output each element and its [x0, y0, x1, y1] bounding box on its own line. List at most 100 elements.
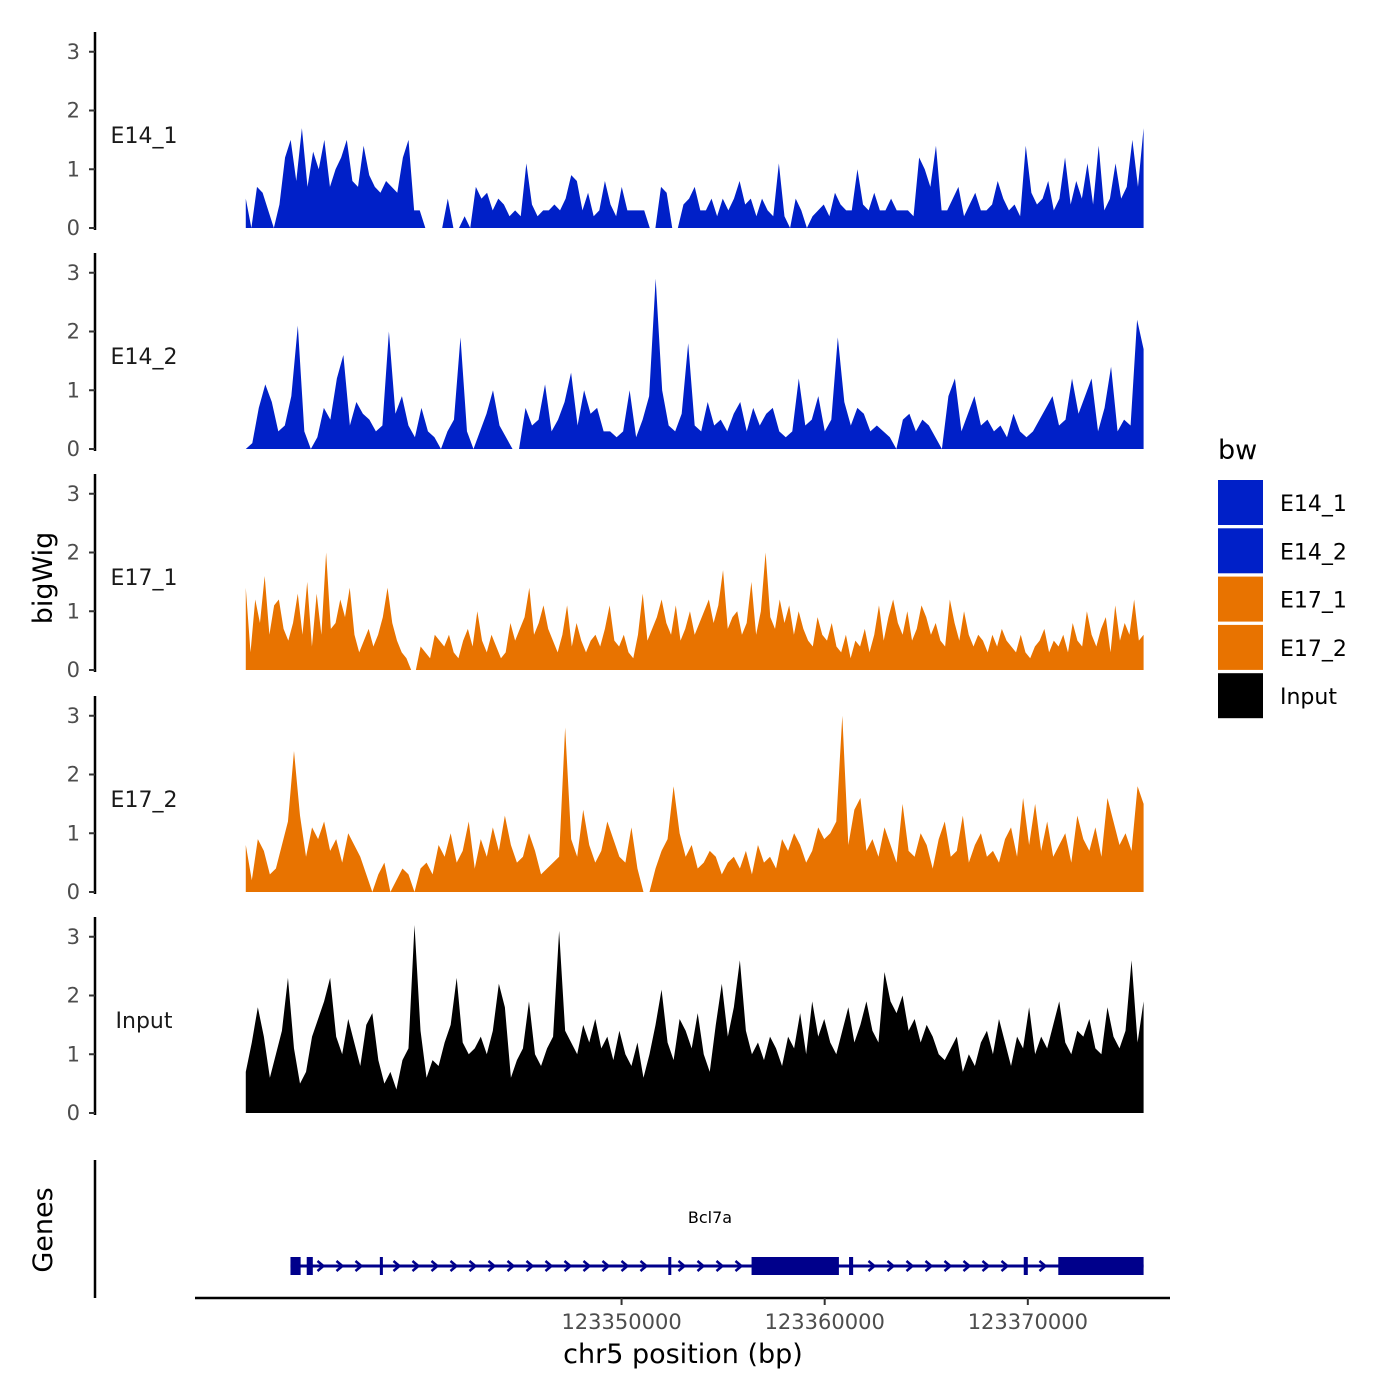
- strand-arrow: [411, 1260, 421, 1272]
- coverage-area-e14-1: [245, 128, 1144, 228]
- track-panels: 0 1 2 3 E14_1 0 1 2 3 E14_2 0 1 2 3 E17_1 0 1 2 3 E17_2 0 1 2 3…: [67, 32, 1144, 1125]
- gene-panel: Bcl7a: [93, 1160, 1144, 1298]
- legend-swatch: [1218, 624, 1263, 670]
- legend-label: E17_2: [1280, 637, 1347, 662]
- coverage-area-e17-1: [245, 552, 1144, 670]
- legend-swatch: [1218, 673, 1263, 719]
- legend-item-e14-2: E14_2: [1218, 528, 1347, 574]
- genes-panel-title: Genes: [28, 1187, 59, 1272]
- track-input: 0 1 2 3 Input: [67, 917, 1144, 1125]
- y-tick-label: 2: [67, 99, 80, 123]
- legend-label: Input: [1280, 685, 1337, 710]
- y-tick-label: 0: [67, 216, 80, 240]
- strand-arrow: [943, 1260, 953, 1272]
- track-label: E14_1: [111, 124, 178, 149]
- coverage-area-e17-2: [245, 715, 1144, 892]
- track-label: E17_1: [111, 566, 178, 591]
- strand-arrow: [563, 1260, 573, 1272]
- strand-arrow: [525, 1260, 535, 1272]
- y-tick-label: 0: [67, 880, 80, 904]
- y-tick-label: 2: [67, 320, 80, 344]
- gene-exon: [379, 1257, 383, 1275]
- strand-arrow: [354, 1260, 364, 1272]
- y-tick-label: 3: [67, 482, 80, 506]
- strand-arrow: [316, 1260, 326, 1272]
- gene-exon: [751, 1257, 839, 1275]
- strand-arrow: [468, 1260, 478, 1272]
- y-tick-label: 0: [67, 437, 80, 461]
- strand-arrow: [601, 1260, 611, 1272]
- strand-arrow: [639, 1260, 649, 1272]
- strand-arrow: [962, 1260, 972, 1272]
- legend-label: E17_1: [1280, 589, 1347, 614]
- y-tick-label: 3: [67, 704, 80, 728]
- strand-arrow: [487, 1260, 497, 1272]
- y-tick-label: 1: [67, 157, 80, 181]
- y-tick-label: 2: [67, 984, 80, 1008]
- legend-label: E14_2: [1280, 540, 1347, 565]
- strand-arrow: [335, 1260, 345, 1272]
- gene-exon: [290, 1257, 301, 1275]
- x-tick-label: 123360000: [765, 1310, 885, 1334]
- legend-item-input: Input: [1218, 673, 1337, 719]
- legend-label: E14_1: [1280, 492, 1347, 517]
- legend-swatch: [1218, 480, 1263, 525]
- strand-arrow: [430, 1260, 440, 1272]
- strand-arrow: [582, 1260, 592, 1272]
- y-tick-label: 2: [67, 763, 80, 787]
- track-label: E17_2: [111, 788, 178, 813]
- legend-title: bw: [1218, 435, 1257, 466]
- strand-arrow: [506, 1260, 516, 1272]
- track-e17-1: 0 1 2 3 E17_1: [67, 474, 1144, 682]
- strand-arrow: [886, 1260, 896, 1272]
- gene-exon: [306, 1257, 313, 1275]
- coverage-area-e14-2: [245, 278, 1144, 449]
- legend: bw E14_1 E14_2 E17_1 E17_2 Input: [1218, 435, 1347, 719]
- x-axis-title: chr5 position (bp): [563, 1339, 803, 1370]
- y-tick-label: 3: [67, 40, 80, 64]
- coverage-area-input: [245, 925, 1144, 1113]
- y-axis-title: bigWig: [28, 532, 59, 625]
- strand-arrow: [449, 1260, 459, 1272]
- strand-arrow: [544, 1260, 554, 1272]
- strand-arrow: [924, 1260, 934, 1272]
- gene-exon: [849, 1257, 854, 1275]
- strand-arrow: [905, 1260, 915, 1272]
- legend-item-e14-1: E14_1: [1218, 480, 1347, 525]
- strand-arrow: [867, 1260, 877, 1272]
- gene-exon: [1023, 1257, 1028, 1275]
- strand-arrow: [392, 1260, 402, 1272]
- gene-exon: [1058, 1257, 1144, 1275]
- strand-arrow: [1038, 1260, 1048, 1272]
- track-label: Input: [116, 1009, 173, 1034]
- track-e14-2: 0 1 2 3 E14_2: [67, 253, 1144, 461]
- y-tick-label: 0: [67, 658, 80, 682]
- y-tick-label: 0: [67, 1101, 80, 1125]
- y-tick-label: 1: [67, 1042, 80, 1066]
- legend-swatch: [1218, 576, 1263, 622]
- strand-arrow: [677, 1260, 687, 1272]
- y-tick-label: 1: [67, 378, 80, 402]
- gene-label: Bcl7a: [688, 1208, 732, 1227]
- track-label: E14_2: [111, 345, 178, 370]
- y-tick-label: 2: [67, 541, 80, 565]
- strand-arrow: [1000, 1260, 1010, 1272]
- x-axis: 123350000 123360000 123370000: [195, 1296, 1170, 1334]
- track-e17-2: 0 1 2 3 E17_2: [67, 696, 1144, 904]
- track-e14-1: 0 1 2 3 E14_1: [67, 32, 1144, 240]
- strand-arrow: [734, 1260, 744, 1272]
- y-tick-label: 3: [67, 925, 80, 949]
- x-tick-label: 123370000: [968, 1310, 1088, 1334]
- strand-arrow: [696, 1260, 706, 1272]
- gene-exon: [668, 1257, 672, 1275]
- x-tick-label: 123350000: [561, 1310, 681, 1334]
- legend-item-e17-1: E17_1: [1218, 576, 1347, 622]
- gene-model: [290, 1257, 1144, 1275]
- y-tick-label: 1: [67, 599, 80, 623]
- y-tick-label: 3: [67, 261, 80, 285]
- y-tick-label: 1: [67, 821, 80, 845]
- strand-arrow: [620, 1260, 630, 1272]
- legend-item-e17-2: E17_2: [1218, 624, 1347, 670]
- strand-arrow: [981, 1260, 991, 1272]
